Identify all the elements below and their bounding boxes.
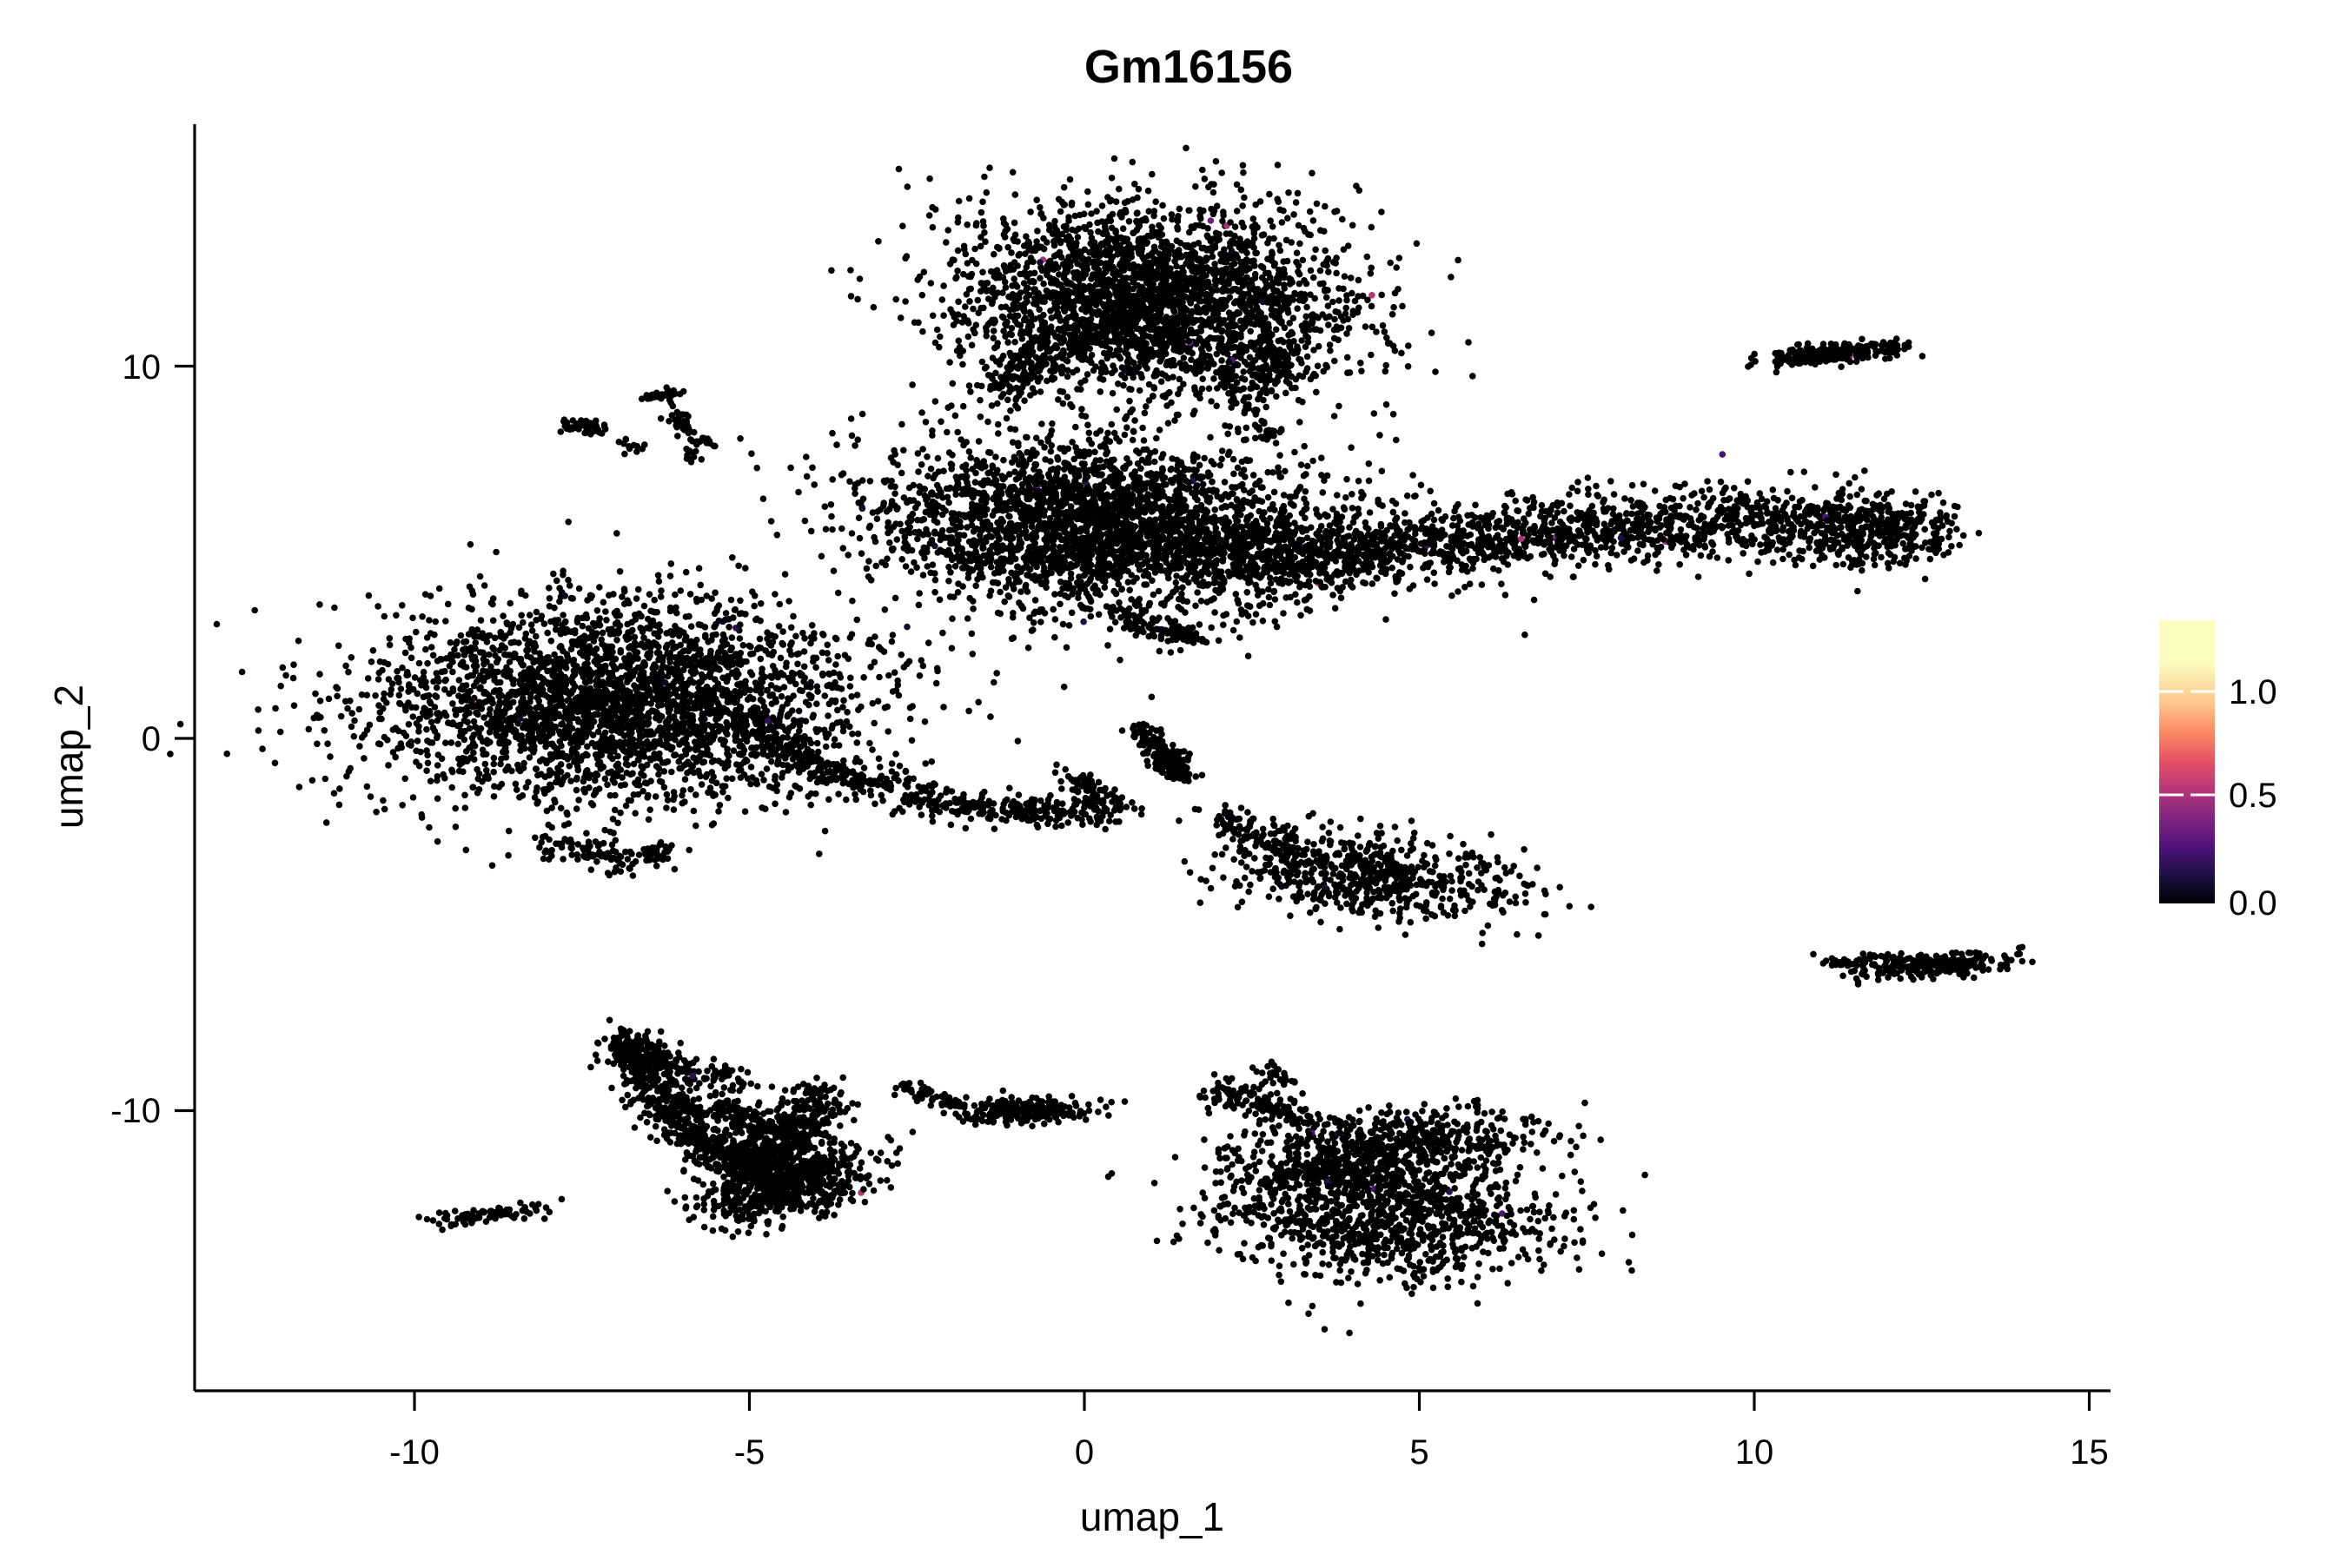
- svg-text:umap_1: umap_1: [1080, 1494, 1224, 1539]
- svg-text:0.5: 0.5: [2229, 777, 2277, 815]
- svg-text:-10: -10: [110, 1092, 161, 1130]
- svg-text:-5: -5: [734, 1433, 765, 1472]
- svg-text:-10: -10: [389, 1433, 440, 1472]
- svg-text:Gm16156: Gm16156: [1084, 41, 1293, 93]
- svg-text:10: 10: [123, 348, 162, 387]
- svg-text:umap_2: umap_2: [46, 685, 91, 829]
- svg-text:15: 15: [2070, 1433, 2109, 1472]
- svg-text:0: 0: [1075, 1433, 1094, 1472]
- svg-text:5: 5: [1409, 1433, 1428, 1472]
- svg-text:10: 10: [1735, 1433, 1774, 1472]
- svg-text:0.0: 0.0: [2229, 884, 2277, 923]
- svg-text:0: 0: [142, 720, 161, 758]
- svg-text:1.0: 1.0: [2229, 673, 2277, 711]
